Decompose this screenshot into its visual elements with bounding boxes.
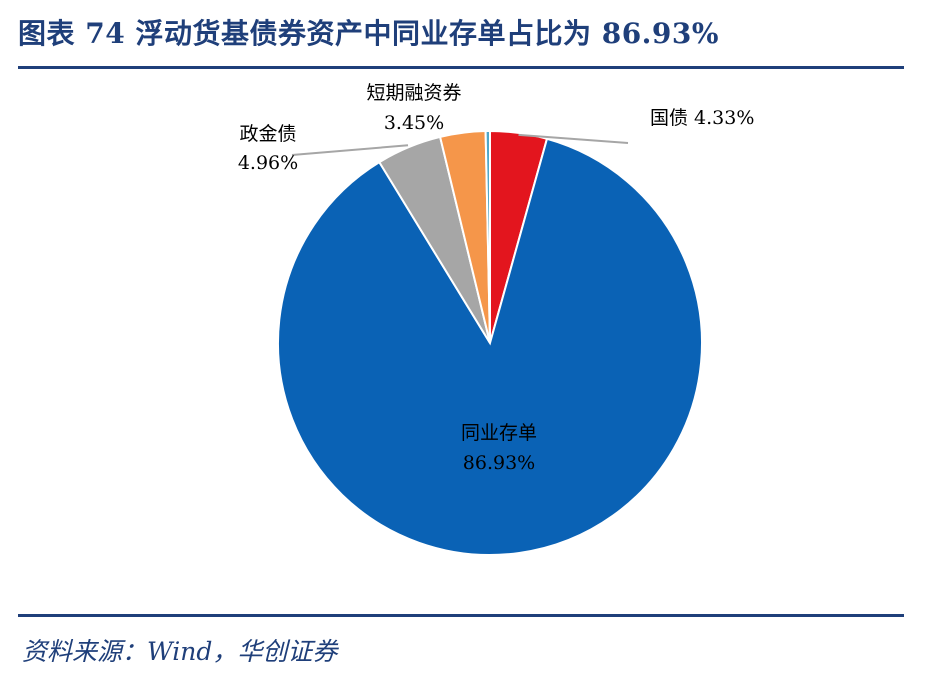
pie-slice-1 [276,137,703,556]
leader-line-treasury [518,133,629,144]
footer-divider [18,614,904,617]
leader-lines [291,133,629,156]
slice-value-policy-bank: 4.96% [238,152,298,174]
pie-slices [276,129,703,556]
title-divider [18,66,904,69]
slice-name-ncd: 同业存单 [461,422,537,444]
pie-slice-4 [484,129,491,344]
slice-name-policy-bank: 政金债 [239,123,296,145]
source-note: 资料来源：Wind，华创证券 [22,637,338,666]
leader-line-policy-bank [291,144,409,156]
slice-name-short-financing: 短期融资券 [366,82,461,104]
figure-title: 图表 74 浮动货基债券资产中同业存单占比为 86.93% [18,17,719,50]
slice-value-ncd: 86.93% [463,452,535,474]
slice-label-treasury: 国债 4.33% [650,107,754,129]
slice-labels: 国债 4.33% 同业存单 86.93% 政金债 4.96% 短期融资券 3.45% [238,82,755,474]
slice-value-short-financing: 3.45% [384,112,444,134]
